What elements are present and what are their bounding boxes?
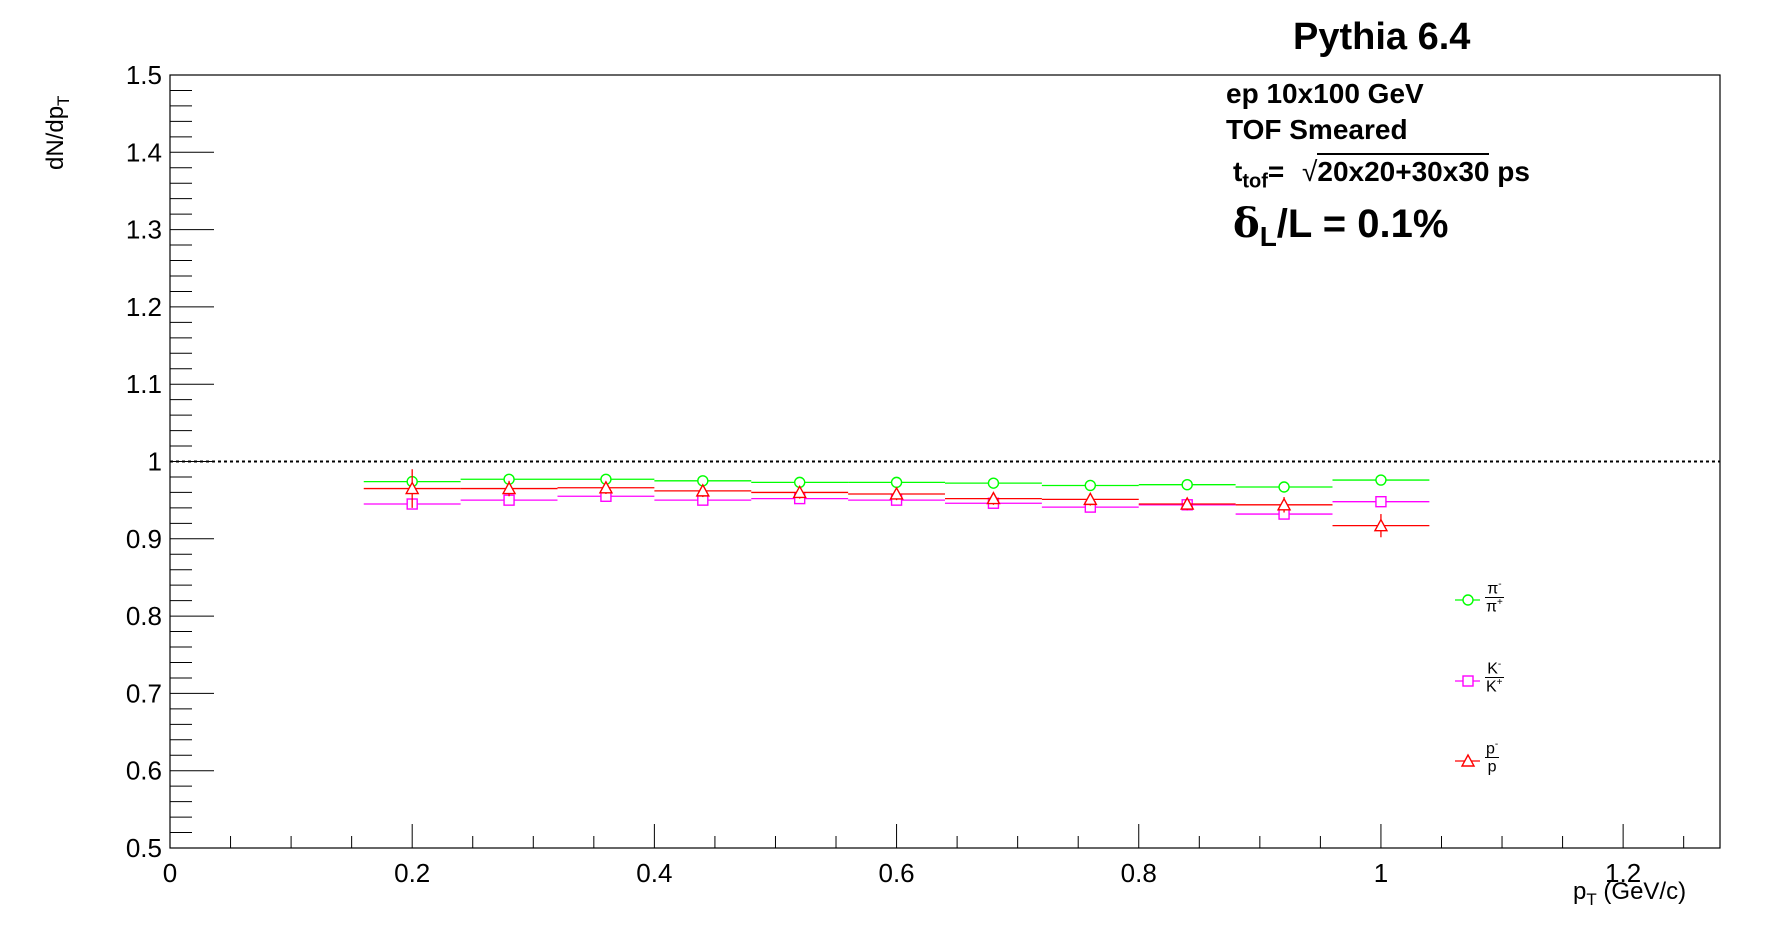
data-point	[405, 481, 420, 495]
legend-marker	[1462, 594, 1474, 606]
legend-pion-den-sup: +	[1497, 597, 1503, 609]
sqrt-symbol: √	[1302, 156, 1318, 187]
legend-label-kaon: K- K+	[1485, 660, 1504, 696]
x-tick-label: 1.2	[1605, 858, 1641, 888]
series-circle	[363, 473, 1430, 493]
data-point	[987, 477, 1000, 489]
y-tick-label: 0.9	[126, 524, 162, 554]
legend-pion-num: π	[1487, 580, 1499, 598]
legend-kaon-den: K	[1486, 678, 1497, 696]
y-tick-label: 1	[148, 447, 162, 477]
ttof-unit: ps	[1497, 156, 1530, 187]
ttof-subscript: tof	[1242, 170, 1268, 193]
beam-label: ep 10x100 GeV	[1226, 78, 1424, 109]
legend-markers	[1455, 594, 1480, 767]
ttof-value: 20x20+30x30	[1317, 153, 1490, 187]
ttof-equals: =	[1267, 156, 1285, 187]
generator-label: Pythia 6.4	[1293, 16, 1471, 58]
x-tick-label: 0.2	[394, 858, 430, 888]
x-tick-label: 0.6	[878, 858, 914, 888]
delta-text: /L = 0.1%	[1276, 202, 1449, 246]
x-axis-title-main: p	[1573, 878, 1587, 905]
data-point	[1375, 495, 1387, 508]
legend-pion-den: π	[1486, 598, 1498, 616]
legend-kaon-num-sup: -	[1497, 659, 1502, 670]
x-axis-title: pT (GeV/c)	[1573, 878, 1686, 910]
y-tick-label: 1.1	[126, 369, 162, 399]
y-tick-label: 1.5	[126, 60, 162, 90]
delta-label: δL/L = 0.1%	[1233, 200, 1448, 253]
legend-proton-num: p	[1486, 740, 1495, 758]
x-tick-label: 0	[163, 858, 177, 888]
data-point	[501, 481, 517, 495]
data-point	[1181, 478, 1193, 491]
legend-pion-num-sup: -	[1498, 579, 1502, 590]
data-point	[792, 484, 807, 499]
y-axis-title-sub: T	[53, 95, 73, 106]
delta-symbol: δ	[1233, 200, 1260, 247]
data-point	[503, 494, 515, 506]
legend-label-pion: π-π+	[1485, 580, 1504, 616]
data-point	[1084, 479, 1097, 492]
data-point	[695, 483, 710, 497]
y-axis-title: dN/dpT	[42, 96, 74, 170]
x-tick-label: 1	[1374, 858, 1388, 888]
series-triangle	[363, 469, 1430, 538]
legend-proton-den: p	[1487, 758, 1497, 776]
y-tick-label: 0.5	[126, 833, 162, 863]
x-axis-title-sub: T	[1586, 889, 1597, 909]
smearing-label: TOF Smeared	[1226, 114, 1408, 145]
ttof-symbol: t	[1233, 156, 1243, 187]
y-tick-label: 1.2	[126, 292, 162, 322]
legend-marker	[1462, 675, 1474, 687]
legend-kaon-den-sup: +	[1496, 677, 1503, 689]
ttof-label: ttof= √20x20+30x30 ps	[1233, 153, 1530, 194]
data-point	[1278, 481, 1290, 493]
legend-marker	[1460, 753, 1476, 767]
data-point	[1276, 497, 1292, 511]
y-axis-title-main: dN/dp	[42, 105, 69, 170]
legend-kaon-num: K	[1487, 660, 1498, 678]
series-layer	[363, 469, 1430, 538]
axis-ticks: 0.5 0.6 0.7 0.8 0.9 1 1.1 1.2 1.3 1.4 1.5 0 0.2 0.4 0.…	[126, 60, 1685, 888]
legend-label-proton: p-p	[1485, 739, 1500, 776]
x-tick-label: 0.4	[636, 858, 672, 888]
data-point	[1373, 518, 1389, 532]
data-point	[890, 476, 903, 489]
delta-subscript: L	[1259, 221, 1277, 252]
data-point	[986, 491, 1001, 505]
y-tick-label: 0.7	[126, 678, 162, 708]
legend-proton-num-sup: -	[1494, 739, 1499, 750]
data-point	[598, 480, 614, 494]
data-point	[1375, 474, 1387, 486]
x-axis-title-rest: (GeV/c)	[1596, 878, 1687, 905]
y-tick-label: 1.4	[126, 137, 162, 167]
data-point	[1180, 496, 1195, 510]
data-point	[889, 486, 904, 500]
y-tick-label: 1.3	[126, 215, 162, 245]
y-tick-label: 0.6	[126, 756, 162, 786]
data-point	[1083, 491, 1098, 506]
x-tick-label: 0.8	[1121, 858, 1157, 888]
y-tick-label: 0.8	[126, 601, 162, 631]
